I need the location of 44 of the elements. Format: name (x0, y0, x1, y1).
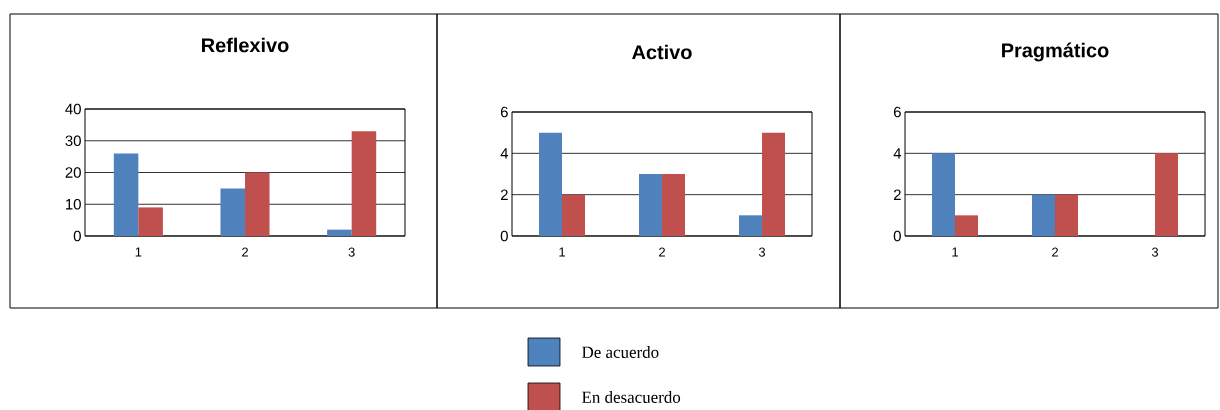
bar (220, 188, 246, 236)
bar (1055, 194, 1079, 236)
bar (932, 153, 956, 236)
bar (739, 215, 763, 236)
y-tick-label: 30 (65, 135, 81, 147)
bar (762, 132, 786, 236)
x-tick-label: 1 (952, 247, 958, 257)
bar (327, 229, 352, 236)
bar (351, 131, 377, 236)
y-tick-label: 2 (500, 189, 508, 200)
bar (639, 174, 663, 236)
x-tick-label: 3 (758, 247, 766, 257)
y-tick-label: 0 (500, 230, 508, 242)
y-tick-label: 4 (893, 148, 902, 159)
bar (245, 172, 270, 236)
chart-title: Pragmático (1002, 42, 1109, 62)
x-tick-label: 3 (1151, 247, 1159, 257)
y-tick-label: 6 (500, 106, 508, 118)
y-tick-label: 40 (65, 103, 81, 115)
y-tick-label: 6 (893, 106, 901, 118)
bar (955, 215, 979, 236)
x-tick-label: 3 (348, 247, 355, 257)
y-tick-label: 0 (73, 230, 81, 242)
bar (562, 194, 586, 236)
y-tick-label: 0 (893, 230, 901, 242)
y-tick-label: 10 (66, 198, 81, 210)
bar (1032, 194, 1056, 236)
bar (539, 132, 563, 236)
bar (1155, 153, 1179, 236)
y-tick-label: 2 (893, 189, 901, 200)
y-tick-label: 20 (65, 167, 81, 178)
x-tick-label: 1 (135, 247, 142, 257)
legend-label: En desacuerdo (582, 391, 681, 403)
bar (138, 207, 163, 236)
bar (662, 174, 686, 236)
x-tick-label: 2 (242, 247, 248, 257)
chart-title: Activo (632, 44, 692, 60)
x-tick-label: 2 (1052, 247, 1058, 257)
y-tick-label: 4 (500, 148, 509, 159)
legend-label: De acuerdo (582, 346, 659, 358)
bar (113, 153, 139, 236)
chart-title: Reflexivo (202, 37, 289, 53)
x-tick-label: 2 (659, 247, 665, 257)
x-tick-label: 1 (559, 247, 565, 257)
